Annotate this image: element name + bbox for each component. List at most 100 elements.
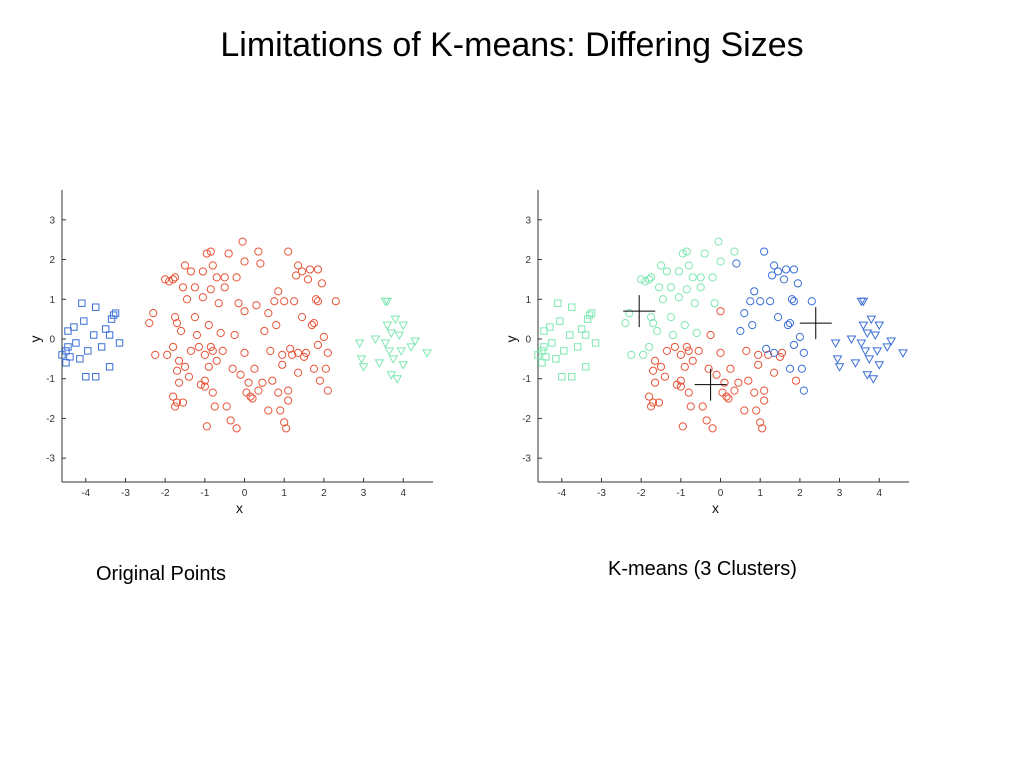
scatter-point (556, 317, 564, 325)
scatter-point (396, 347, 407, 356)
scatter-point (718, 388, 727, 397)
scatter-point (773, 267, 783, 276)
scatter-point (388, 355, 399, 364)
scatter-point (674, 267, 683, 276)
scatter-point (654, 398, 664, 407)
scatter-point (319, 332, 328, 342)
scatter-point (254, 247, 263, 256)
scatter-point (250, 364, 259, 373)
scatter-point (726, 364, 735, 373)
scatter-point (356, 355, 367, 364)
scatter-point (674, 293, 683, 302)
scatter-point (252, 301, 261, 310)
scatter-point (208, 388, 217, 397)
scatter-point (736, 326, 745, 336)
scatter-point (206, 285, 215, 294)
scatter-point (331, 297, 340, 306)
scatter-point (764, 350, 773, 359)
scatter-point (646, 313, 656, 322)
scatter-point (750, 388, 759, 397)
scatter-point (832, 355, 843, 364)
scatter-point (708, 273, 717, 282)
scatter-point (830, 339, 841, 348)
scatter-point (762, 344, 771, 354)
scatter-point (740, 309, 749, 318)
scatter-point (872, 347, 883, 356)
scatter-point (240, 348, 249, 357)
original-points-chart: -4 -3 -2 -1 0 1 2 3 4 -3 -2 -1 0 1 2 3 x y (25, 180, 433, 520)
scatter-point (266, 346, 275, 355)
scatter-point (581, 331, 590, 339)
x-tick-label: -2 (161, 488, 170, 499)
scatter-point (380, 339, 391, 348)
scatter-point (566, 331, 574, 339)
scatter-point (621, 318, 630, 328)
y-tick-label: -3 (522, 454, 531, 465)
scatter-point (769, 261, 779, 270)
scatter-point (297, 267, 307, 276)
scatter-point (170, 313, 180, 322)
scatter-point (232, 273, 241, 282)
scatter-point (684, 388, 693, 397)
scatter-point (581, 363, 590, 371)
scatter-point (286, 344, 295, 354)
scatter-point (293, 348, 303, 357)
scatter-point (787, 295, 797, 304)
scatter-point (84, 347, 92, 355)
scatter-point (284, 386, 293, 395)
scatter-point (204, 320, 213, 330)
scatter-point (284, 247, 293, 256)
scatter-point (662, 267, 672, 276)
scatter-point (202, 249, 211, 258)
scatter-point (97, 343, 106, 351)
scatter-point (797, 364, 806, 373)
scatter-point (645, 392, 654, 401)
scatter-point (309, 364, 319, 373)
scatter-point (303, 275, 313, 284)
scatter-point (724, 394, 733, 403)
scatter-point (898, 349, 908, 358)
x-tick-label: 2 (797, 488, 803, 499)
scatter-point (280, 418, 289, 427)
scatter-point (198, 267, 207, 276)
scatter-point (752, 406, 761, 415)
x-tick-label: -1 (676, 488, 685, 499)
scatter-point (625, 309, 634, 318)
scatter-point (722, 392, 731, 401)
scatter-point (870, 331, 881, 341)
scatter-point (305, 265, 315, 274)
scatter-point (568, 303, 576, 311)
scatter-point (732, 259, 741, 268)
scatter-point (708, 424, 717, 433)
x-tick-label: -2 (637, 488, 646, 499)
x-tick-label: 1 (281, 488, 287, 499)
scatter-point (678, 422, 687, 431)
scatter-point (62, 347, 70, 355)
scatter-point (874, 321, 885, 331)
scatter-point (534, 351, 542, 359)
scatter-point (398, 361, 409, 370)
scatter-point (206, 247, 215, 256)
scatter-point (558, 373, 566, 381)
scatter-point (176, 326, 186, 336)
scatter-point (846, 335, 857, 344)
scatter-point (546, 323, 554, 331)
scatter-point (242, 388, 251, 397)
scatter-point (785, 318, 795, 328)
scatter-point (692, 328, 701, 338)
scatter-point (186, 346, 196, 355)
scatter-point (246, 392, 255, 401)
scatter-point (82, 373, 90, 381)
scatter-point (212, 356, 221, 365)
scatter-point (311, 295, 321, 304)
y-tick-label: -2 (522, 414, 531, 425)
scatter-point (194, 342, 203, 352)
scatter-point (645, 342, 654, 352)
scatter-point (775, 352, 785, 361)
scatter-point (716, 348, 725, 357)
x-tick-label: 4 (400, 488, 406, 499)
scatter-point (639, 350, 648, 359)
scatter-point (712, 370, 721, 379)
scatter-point (554, 299, 562, 307)
scatter-point (218, 346, 227, 355)
